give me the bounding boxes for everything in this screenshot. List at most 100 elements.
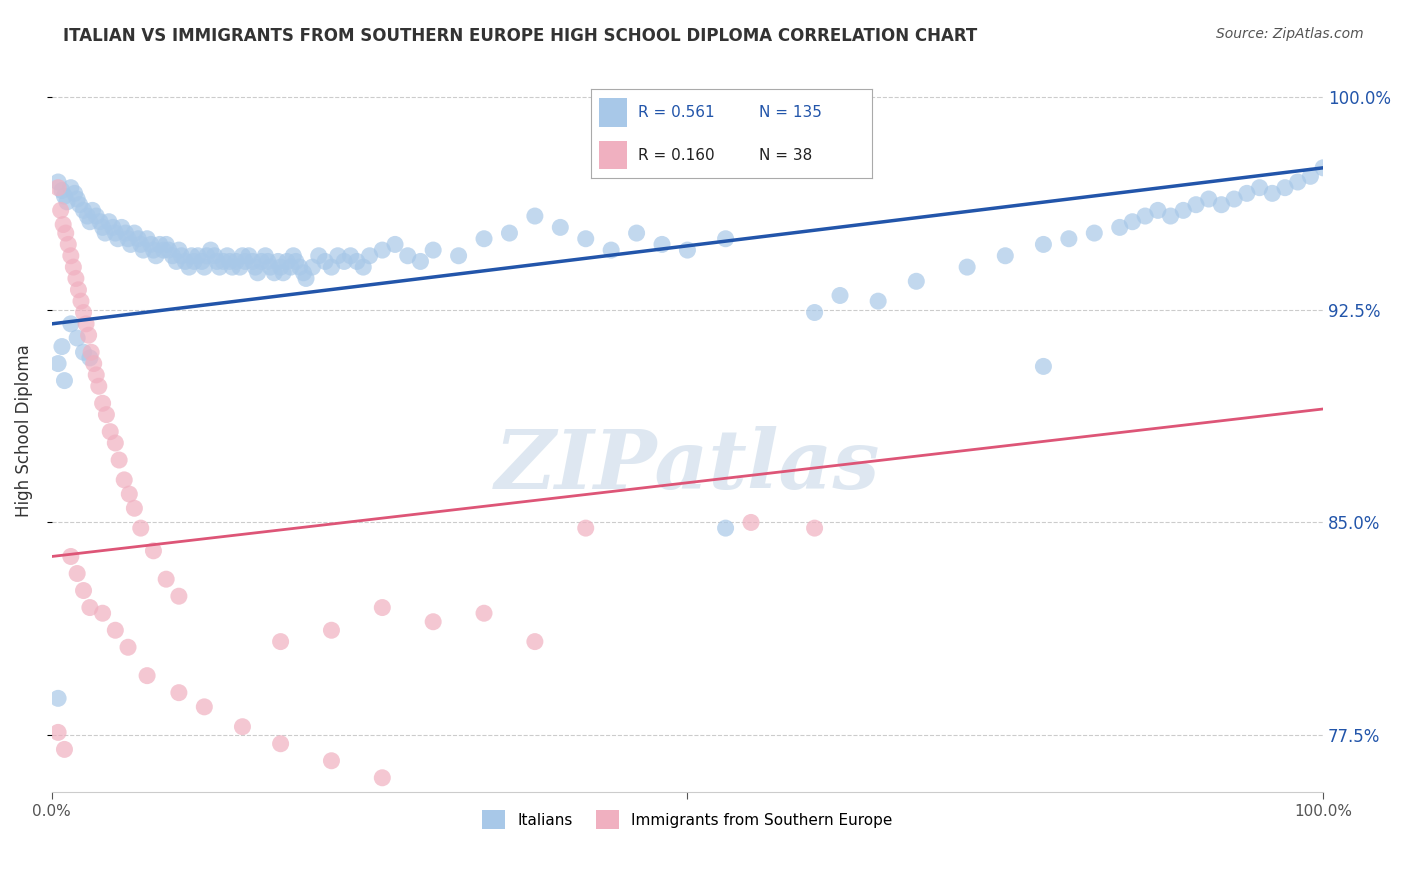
- Point: [79, 600, 101, 615]
- Point: [263, 266, 285, 280]
- Point: [288, 260, 311, 274]
- Point: [905, 274, 928, 288]
- Point: [152, 243, 174, 257]
- Text: ZIPatlas: ZIPatlas: [495, 426, 880, 507]
- Point: [422, 615, 444, 629]
- Point: [523, 209, 546, 223]
- Point: [117, 232, 139, 246]
- Text: N = 135: N = 135: [759, 105, 823, 120]
- Point: [58, 237, 80, 252]
- Point: [142, 544, 165, 558]
- Point: [53, 374, 76, 388]
- Point: [77, 328, 100, 343]
- Point: [79, 351, 101, 365]
- Point: [1223, 192, 1246, 206]
- Point: [46, 175, 69, 189]
- Point: [204, 249, 226, 263]
- Bar: [599, 98, 627, 127]
- Point: [117, 640, 139, 655]
- Point: [229, 260, 252, 274]
- Point: [65, 271, 87, 285]
- Point: [321, 754, 343, 768]
- Point: [803, 305, 825, 319]
- Point: [626, 226, 648, 240]
- Point: [59, 549, 82, 564]
- Point: [301, 260, 323, 274]
- Point: [1249, 180, 1271, 194]
- Point: [1121, 215, 1143, 229]
- Point: [371, 243, 394, 257]
- Point: [238, 249, 260, 263]
- Point: [76, 209, 98, 223]
- Point: [51, 184, 73, 198]
- Point: [1261, 186, 1284, 201]
- Point: [59, 180, 82, 194]
- Point: [67, 283, 90, 297]
- Point: [72, 345, 94, 359]
- Point: [145, 249, 167, 263]
- Point: [676, 243, 699, 257]
- Point: [1198, 192, 1220, 206]
- Point: [167, 243, 190, 257]
- Point: [221, 260, 243, 274]
- Point: [205, 254, 228, 268]
- Point: [352, 260, 374, 274]
- Point: [1160, 209, 1182, 223]
- Point: [79, 215, 101, 229]
- Point: [250, 254, 273, 268]
- Point: [271, 266, 294, 280]
- Point: [994, 249, 1017, 263]
- Point: [1108, 220, 1130, 235]
- Point: [80, 345, 103, 359]
- Point: [283, 249, 305, 263]
- Point: [956, 260, 979, 274]
- Point: [53, 742, 76, 756]
- Point: [124, 501, 146, 516]
- Point: [82, 203, 104, 218]
- Point: [127, 232, 149, 246]
- Point: [59, 249, 82, 263]
- Text: ITALIAN VS IMMIGRANTS FROM SOUTHERN EUROPE HIGH SCHOOL DIPLOMA CORRELATION CHART: ITALIAN VS IMMIGRANTS FROM SOUTHERN EURO…: [63, 27, 977, 45]
- Point: [101, 220, 124, 235]
- Point: [259, 260, 281, 274]
- Point: [193, 699, 215, 714]
- Point: [208, 260, 231, 274]
- Point: [118, 487, 141, 501]
- Point: [550, 220, 572, 235]
- Point: [1185, 197, 1208, 211]
- Point: [56, 194, 79, 209]
- Point: [165, 254, 187, 268]
- Point: [177, 260, 200, 274]
- Point: [233, 254, 256, 268]
- Point: [270, 260, 292, 274]
- Point: [1032, 237, 1054, 252]
- Point: [714, 232, 737, 246]
- Point: [124, 226, 146, 240]
- Point: [447, 249, 470, 263]
- Point: [242, 254, 264, 268]
- Point: [108, 453, 131, 467]
- Point: [69, 197, 91, 211]
- Point: [162, 249, 184, 263]
- Point: [270, 737, 292, 751]
- Point: [55, 226, 77, 240]
- Point: [157, 243, 180, 257]
- Point: [472, 232, 495, 246]
- Point: [59, 317, 82, 331]
- Point: [396, 249, 419, 263]
- Point: [139, 237, 162, 252]
- Point: [1133, 209, 1156, 223]
- Point: [70, 294, 93, 309]
- Point: [167, 686, 190, 700]
- Point: [66, 566, 89, 581]
- Point: [72, 305, 94, 319]
- Point: [1312, 161, 1334, 175]
- Point: [333, 254, 356, 268]
- Point: [600, 243, 623, 257]
- Point: [53, 189, 76, 203]
- Point: [107, 232, 129, 246]
- Point: [52, 218, 75, 232]
- Y-axis label: High School Diploma: High School Diploma: [15, 343, 32, 516]
- Point: [371, 771, 394, 785]
- Point: [270, 634, 292, 648]
